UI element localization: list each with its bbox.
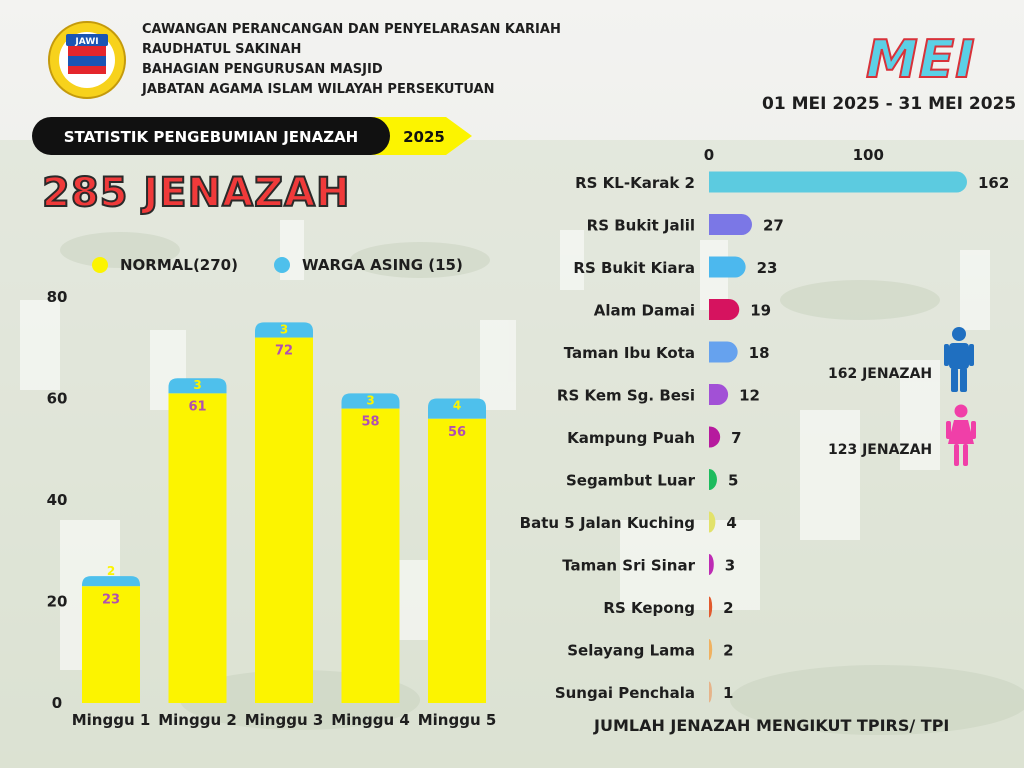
female-icon xyxy=(946,404,976,466)
tpi-bar xyxy=(709,681,712,703)
org-line-2: RAUDHATUL SAKINAH xyxy=(142,42,302,57)
label-warga-asing: 2 xyxy=(107,564,115,578)
label-warga-asing: 3 xyxy=(193,378,201,392)
tpi-value-label: 12 xyxy=(739,387,760,405)
banner-title: STATISTIK PENGEBUMIAN JENAZAH xyxy=(64,128,358,146)
tpi-bar xyxy=(709,639,713,660)
bar-warga-asing xyxy=(255,322,313,338)
tpi-bar xyxy=(709,214,752,235)
tpi-value-label: 27 xyxy=(763,217,784,235)
tpi-category-label: Alam Damai xyxy=(594,302,695,320)
bar-warga-asing xyxy=(428,398,486,419)
x-category-label: Minggu 2 xyxy=(158,711,237,729)
legend-asing: WARGA ASING (15) xyxy=(302,256,463,274)
org-line-4: JABATAN AGAMA ISLAM WILAYAH PERSEKUTUAN xyxy=(142,82,495,97)
label-normal: 61 xyxy=(188,399,206,414)
label-normal: 58 xyxy=(361,415,379,430)
male-icon xyxy=(944,327,974,392)
tpi-value-label: 3 xyxy=(725,557,735,575)
bar-normal xyxy=(255,337,313,703)
org-line-1: CAWANGAN PERANCANGAN DAN PENYELARASAN KA… xyxy=(142,22,561,37)
tpi-value-label: 1 xyxy=(723,684,733,702)
tpi-category-label: RS Bukit Jalil xyxy=(587,217,695,235)
tpi-value-label: 5 xyxy=(728,472,738,490)
male-count: 162 JENAZAH xyxy=(828,366,933,382)
label-warga-asing: 3 xyxy=(366,393,374,407)
banner-year: 2025 xyxy=(403,128,445,146)
tpi-category-label: Segambut Luar xyxy=(566,472,696,490)
tpi-bar xyxy=(709,384,729,405)
tpi-category-label: Selayang Lama xyxy=(567,642,695,660)
label-warga-asing: 4 xyxy=(453,399,461,413)
y-tick-label: 20 xyxy=(47,593,68,611)
tpi-value-label: 19 xyxy=(750,302,771,320)
tpi-bar xyxy=(709,426,721,448)
tpi-value-label: 2 xyxy=(723,642,733,660)
bar-warga-asing xyxy=(82,576,140,587)
bar-normal xyxy=(82,586,140,703)
tpi-category-label: RS Kepong xyxy=(603,599,695,617)
tpi-value-label: 7 xyxy=(731,429,741,447)
y-tick-label: 40 xyxy=(47,491,68,509)
bar-warga-asing xyxy=(341,393,400,409)
tpi-value-label: 2 xyxy=(723,599,733,617)
label-normal: 72 xyxy=(275,344,293,359)
x-category-label: Minggu 5 xyxy=(418,711,497,729)
tpi-bar xyxy=(709,171,967,193)
tpi-category-label: Sungai Penchala xyxy=(555,684,695,702)
label-normal: 23 xyxy=(102,592,120,607)
month-title: MEI xyxy=(865,29,976,91)
legend-dot-normal xyxy=(92,257,108,273)
tpi-bar xyxy=(709,256,746,278)
label-warga-asing: 3 xyxy=(280,322,288,336)
tpi-category-label: RS KL-Karak 2 xyxy=(575,174,695,192)
tpi-chart-caption: JUMLAH JENAZAH MENGIKUT TPIRS/ TPI xyxy=(594,716,950,735)
tpi-category-label: Taman Sri Sinar xyxy=(562,557,695,575)
x-tick-label: 0 xyxy=(704,146,714,164)
tpi-category-label: Taman Ibu Kota xyxy=(564,344,695,362)
tpi-value-label: 162 xyxy=(978,174,1009,192)
total-jenazah: 285 JENAZAH xyxy=(41,169,351,217)
stats-banner: STATISTIK PENGEBUMIAN JENAZAH 2025 xyxy=(32,117,472,155)
org-line-3: BAHAGIAN PENGURUSAN MASJID xyxy=(142,62,383,77)
tpi-value-label: 18 xyxy=(749,344,770,362)
y-tick-label: 0 xyxy=(52,694,62,712)
jawi-logo: JAWI xyxy=(48,21,126,99)
bar-warga-asing xyxy=(168,378,227,394)
tpi-bar xyxy=(709,554,714,575)
logo-text: JAWI xyxy=(74,37,98,47)
label-normal: 56 xyxy=(448,425,466,440)
tpi-category-label: Batu 5 Jalan Kuching xyxy=(520,514,695,532)
x-category-label: Minggu 4 xyxy=(331,711,410,729)
tpi-bar xyxy=(709,341,738,363)
bar-normal xyxy=(341,408,400,703)
tpi-value-label: 4 xyxy=(726,514,736,532)
tpi-bar xyxy=(709,511,716,533)
y-tick-label: 60 xyxy=(47,390,68,408)
tpi-category-label: Kampung Puah xyxy=(567,429,695,447)
legend-dot-asing xyxy=(274,257,290,273)
tpi-bar xyxy=(709,596,713,618)
y-tick-label: 80 xyxy=(47,288,68,306)
tpi-bar xyxy=(709,299,740,320)
bar-normal xyxy=(428,418,486,703)
tpi-category-label: RS Kem Sg. Besi xyxy=(557,387,695,405)
tpi-value-label: 23 xyxy=(757,259,778,277)
legend-normal: NORMAL(270) xyxy=(120,256,238,274)
x-category-label: Minggu 1 xyxy=(72,711,151,729)
tpi-category-label: RS Bukit Kiara xyxy=(573,259,695,277)
x-tick-label: 100 xyxy=(853,146,884,164)
x-category-label: Minggu 3 xyxy=(245,711,324,729)
period-range: 01 MEI 2025 - 31 MEI 2025 xyxy=(762,94,1017,114)
tpi-bar xyxy=(709,469,717,490)
bar-normal xyxy=(168,393,227,703)
female-count: 123 JENAZAH xyxy=(828,442,933,458)
